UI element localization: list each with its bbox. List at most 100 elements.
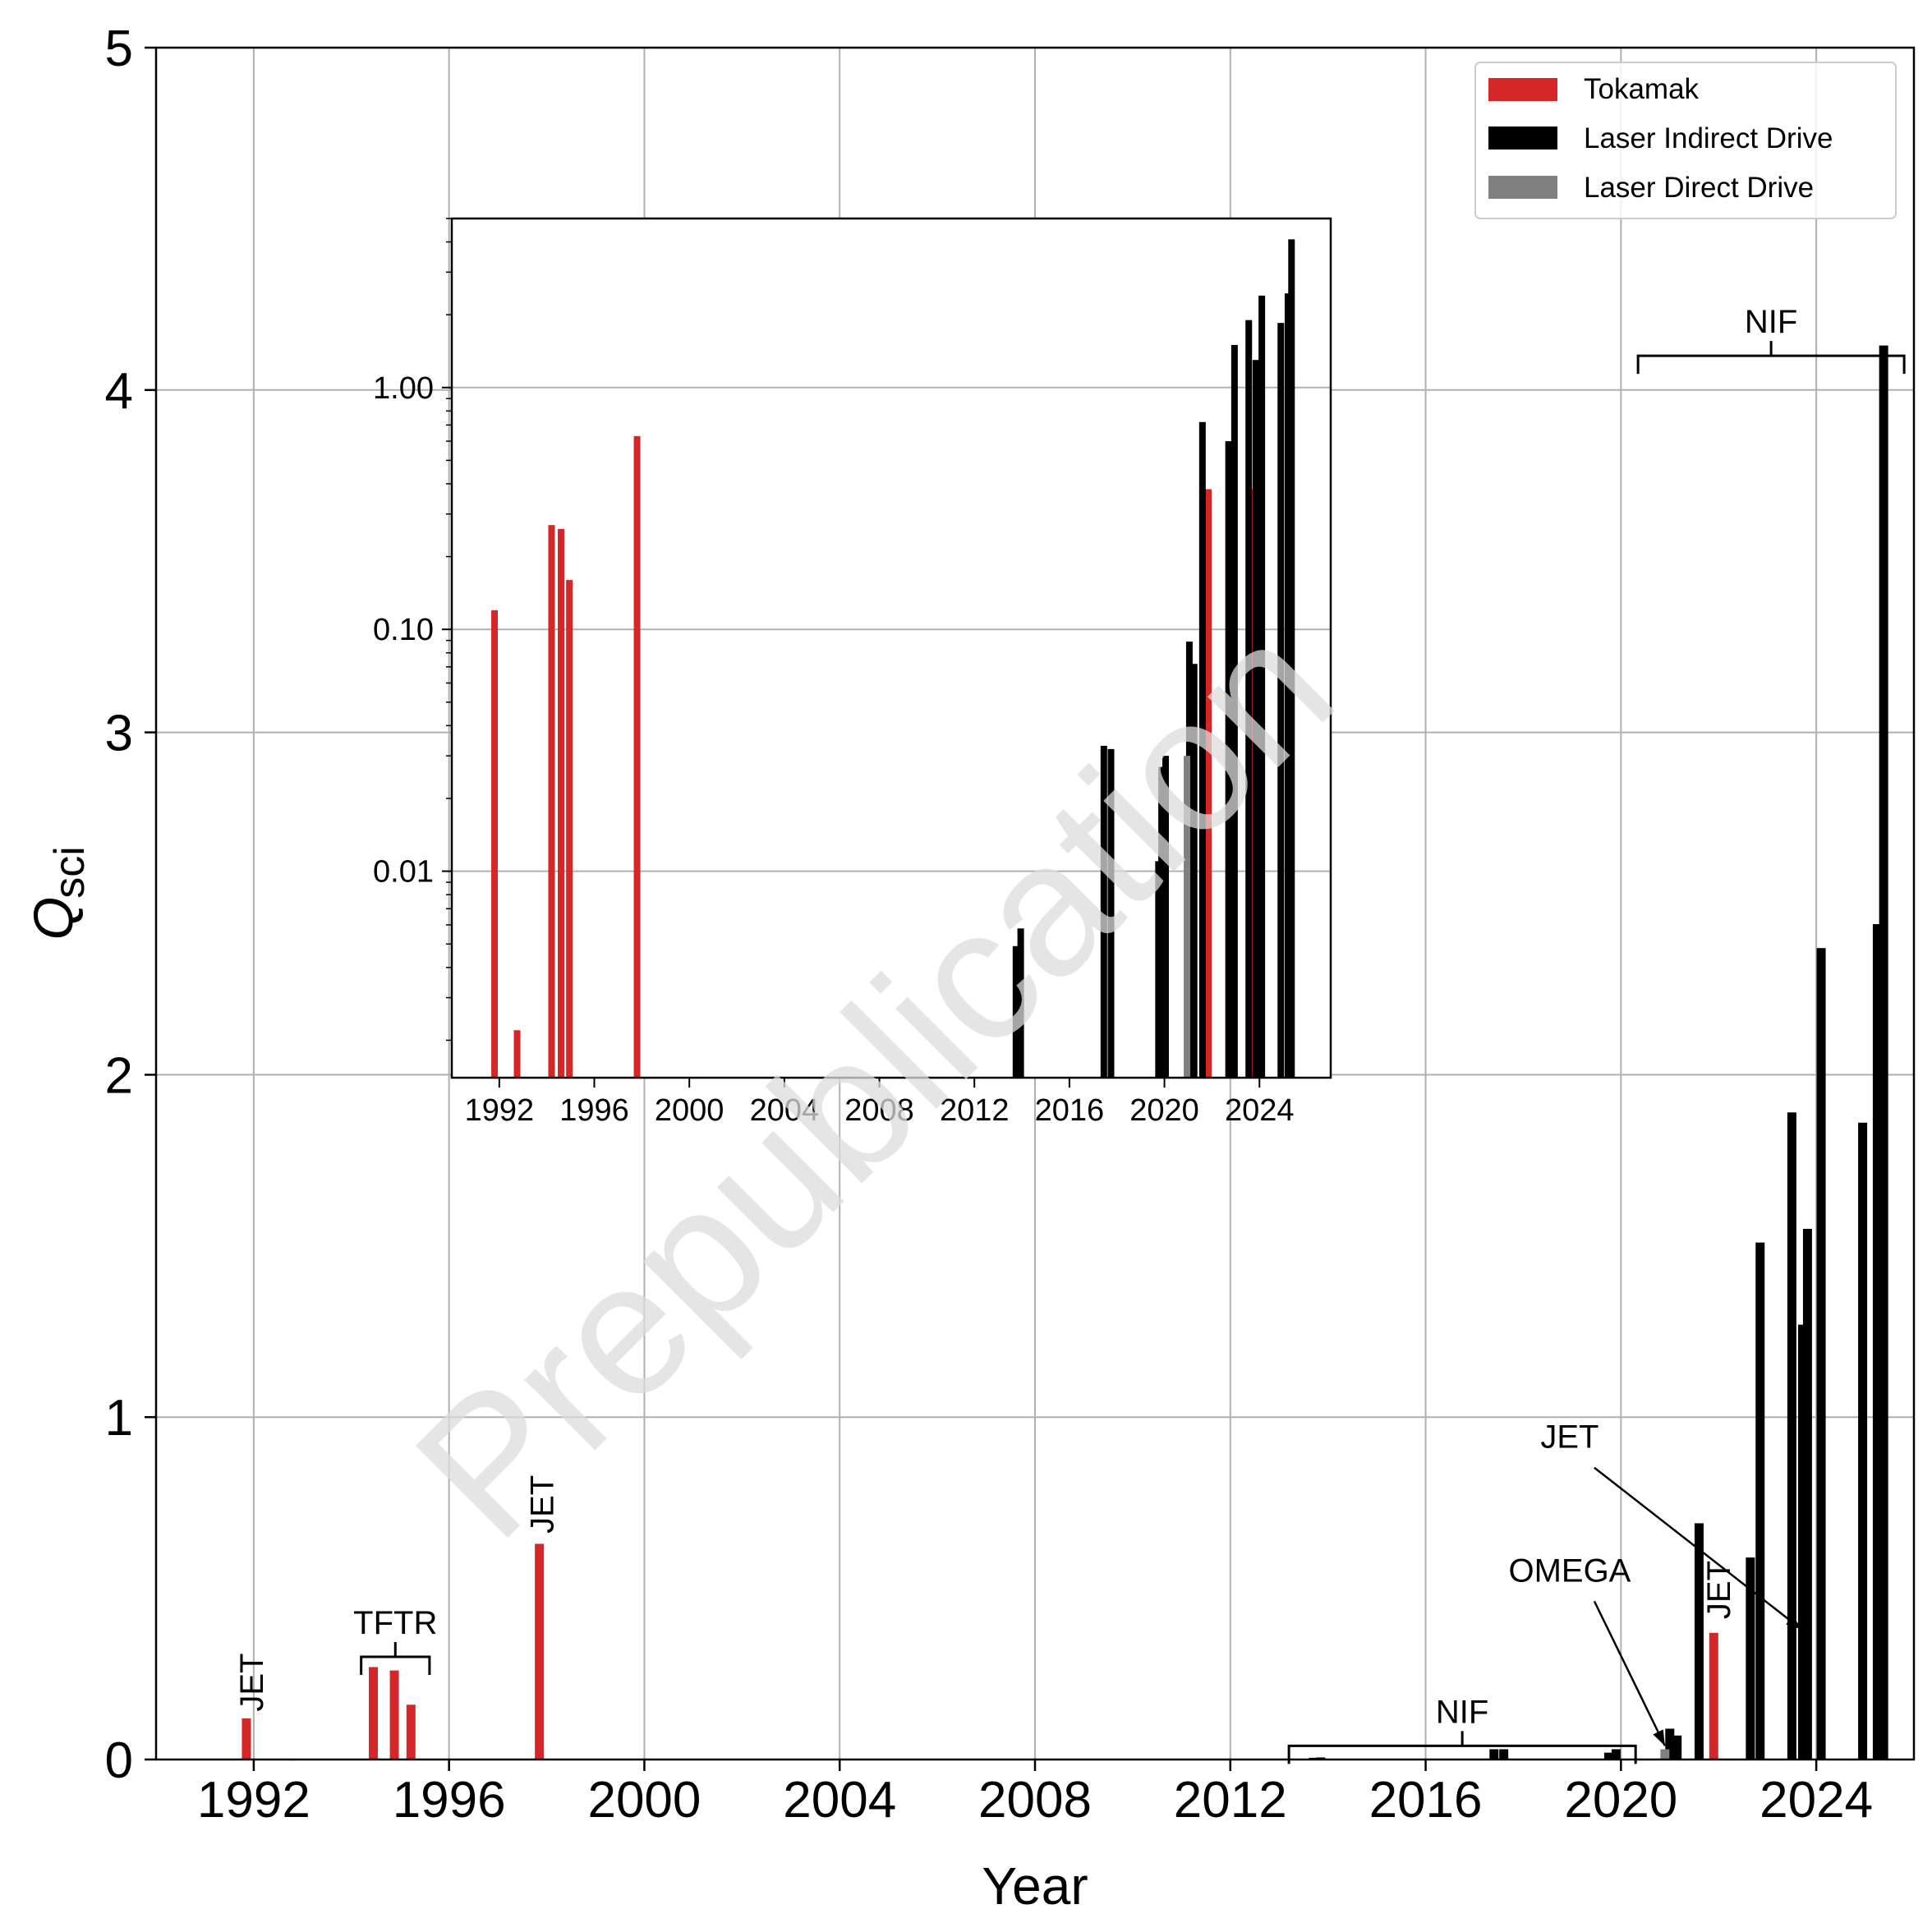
- x-tick-label: 1992: [197, 1772, 310, 1828]
- inset-bar-indirect: [1230, 344, 1238, 1078]
- bar-tokamak: [242, 1718, 251, 1760]
- x-tick-label: 2012: [1174, 1772, 1287, 1828]
- x-tick-label: 2016: [1369, 1772, 1483, 1828]
- y-tick-label: 5: [105, 21, 133, 77]
- bar-indirect: [1872, 924, 1882, 1760]
- y-axis-label-main: Q: [22, 897, 85, 941]
- inset-bar-indirect: [1245, 320, 1253, 1079]
- inset-x-tick-label: 2008: [844, 1093, 914, 1128]
- inset-bar-indirect: [1100, 745, 1107, 1078]
- inset-bar-indirect: [1012, 945, 1019, 1078]
- bar-indirect: [1499, 1749, 1509, 1760]
- bar-indirect: [1755, 1242, 1765, 1760]
- annotation-arrowhead: [1786, 1615, 1802, 1630]
- bar-indirect: [1665, 1728, 1675, 1760]
- annotation-label: JET: [1540, 1419, 1598, 1456]
- x-tick-label: 2000: [587, 1772, 701, 1828]
- bar-indirect: [1694, 1523, 1704, 1760]
- bar-indirect: [1858, 1122, 1868, 1760]
- inset-bar-indirect: [1277, 323, 1285, 1078]
- bar-tokamak: [535, 1543, 545, 1760]
- main-bars: [242, 345, 1888, 1761]
- annotation-label: OMEGA: [1508, 1552, 1631, 1589]
- y-tick-label: 0: [105, 1732, 133, 1789]
- bar-indirect: [1746, 1557, 1755, 1760]
- legend: Tokamak Laser Indirect Drive Laser Direc…: [1474, 62, 1897, 219]
- inset-y-tick-label: 1.00: [373, 371, 434, 406]
- bar-indirect: [1787, 1112, 1796, 1760]
- inset-bar-indirect: [1162, 756, 1170, 1078]
- inset-bar-indirect: [1107, 748, 1115, 1078]
- inset-bar-tokamak: [491, 610, 499, 1078]
- legend-label-direct: Laser Direct Drive: [1584, 172, 1814, 204]
- bar-indirect: [1802, 1228, 1812, 1760]
- legend-swatch-indirect: [1488, 126, 1557, 150]
- inset-bar-tokamak: [548, 525, 555, 1078]
- main-axes: 1992 1996 2000 2004 2008 2012 2016 2020 2024 0 1 2 3…: [105, 21, 1916, 1828]
- inset-bar-indirect: [1258, 295, 1266, 1079]
- x-tick-label: 2020: [1564, 1772, 1677, 1828]
- annotation-label: JET: [1701, 1561, 1737, 1619]
- bar-indirect: [1603, 1752, 1613, 1760]
- bar-indirect: [1797, 1324, 1807, 1760]
- inset-frame: [450, 217, 1332, 1079]
- bar-tokamak: [1709, 1632, 1718, 1760]
- y-axis-label-sub: sci: [46, 846, 94, 899]
- main-plot-frame: [154, 46, 1916, 1761]
- inset-bar-tokamak: [558, 529, 565, 1078]
- annotation-arrowhead: [1653, 1729, 1665, 1746]
- inset-bar-tokamak: [513, 1030, 521, 1078]
- annotation-arrow: [1593, 1600, 1666, 1746]
- y-tick-label: 1: [105, 1390, 133, 1447]
- inset-bar-indirect: [1288, 239, 1295, 1078]
- annotation-label: NIF: [1436, 1694, 1488, 1730]
- bar-indirect: [1489, 1749, 1499, 1760]
- inset-y-tick-label: 0.01: [373, 855, 434, 890]
- inset-bar-tokamak: [566, 580, 573, 1078]
- inset-bar-indirect: [1284, 293, 1291, 1078]
- inset-x-tick-label: 2004: [750, 1093, 820, 1128]
- inset-bar-direct: [1184, 756, 1191, 1078]
- annotation-label: NIF: [1745, 304, 1797, 340]
- inset-bar-tokamak: [1205, 489, 1212, 1078]
- inset-x-tick-label: 2020: [1129, 1093, 1199, 1128]
- inset-bar-indirect: [1198, 421, 1206, 1078]
- inset-x-tick-label: 1996: [559, 1093, 629, 1128]
- bar-indirect: [1816, 948, 1826, 1760]
- legend-swatch-tokamak: [1488, 78, 1557, 101]
- y-axis-label: Q sci: [22, 846, 94, 940]
- main-annotations: JET JET JET TFTR NIF NIF OMEGA JET: [234, 304, 1906, 1764]
- inset-y-tick-label: 0.10: [373, 613, 434, 647]
- inset-bar-indirect: [1225, 441, 1232, 1078]
- inset-bar-indirect: [1158, 766, 1166, 1078]
- legend-swatch-direct: [1488, 176, 1557, 199]
- bar-indirect: [1672, 1735, 1682, 1760]
- annotation-label: JET: [234, 1654, 270, 1712]
- annotation-bracket: [360, 1641, 431, 1675]
- x-tick-label: 2024: [1760, 1772, 1873, 1828]
- x-tick-label: 2004: [783, 1772, 896, 1828]
- bar-indirect: [1316, 1757, 1326, 1760]
- legend-label-indirect: Laser Indirect Drive: [1584, 122, 1833, 154]
- annotation-label: TFTR: [353, 1605, 437, 1641]
- legend-box: [1474, 62, 1897, 219]
- bar-tokamak: [406, 1704, 416, 1760]
- annotation-bracket: [1287, 1731, 1637, 1764]
- bar-tokamak: [369, 1667, 379, 1760]
- bar-indirect: [1879, 345, 1888, 1760]
- inset-bar-indirect: [1252, 360, 1259, 1078]
- inset-bar-indirect: [1190, 664, 1198, 1078]
- annotation-label: JET: [525, 1475, 561, 1534]
- inset-bar-indirect: [1017, 928, 1024, 1078]
- inset-x-tick-label: 2000: [655, 1093, 724, 1128]
- legend-label-tokamak: Tokamak: [1584, 73, 1700, 105]
- bar-indirect: [1611, 1749, 1621, 1760]
- inset-x-tick-label: 2024: [1225, 1093, 1295, 1128]
- bar-tokamak: [389, 1670, 399, 1760]
- inset-x-tick-label: 2012: [940, 1093, 1010, 1128]
- x-axis-label: Year: [982, 1856, 1088, 1916]
- x-tick-label: 1996: [393, 1772, 506, 1828]
- y-tick-label: 4: [105, 363, 133, 420]
- bar-direct: [1660, 1749, 1670, 1760]
